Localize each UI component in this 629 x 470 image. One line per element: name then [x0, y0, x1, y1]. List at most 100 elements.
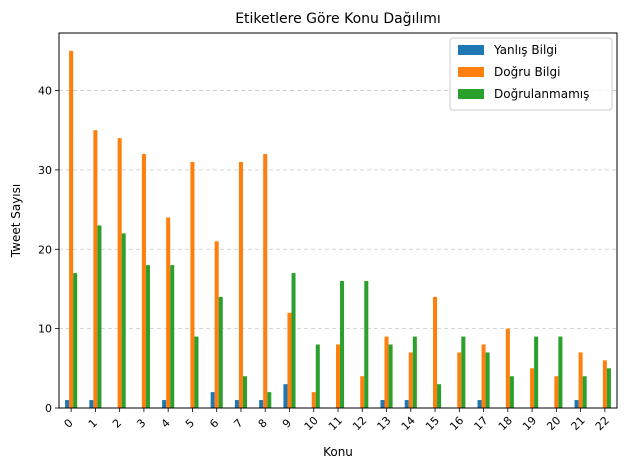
- bar-yanlis: [283, 384, 288, 408]
- bar-dogrulanmamis: [558, 336, 563, 408]
- bar-yanlis: [574, 400, 579, 408]
- bar-dogrulanmamis: [606, 368, 611, 408]
- legend-box: [449, 37, 613, 111]
- bar-dogru: [141, 154, 146, 408]
- bar-yanlis: [380, 400, 385, 408]
- y-tick-label: 40: [38, 85, 52, 98]
- bar-dogru: [287, 312, 292, 408]
- x-axis: 0 1 2 3 4 5 6 7 8 9 10 11 12 13 14 15 16 17 18 19 20 21 22: [62, 408, 612, 433]
- bar-yanlis: [404, 400, 409, 408]
- x-tick-label: 17: [472, 414, 491, 433]
- bar-dogru: [481, 344, 486, 408]
- legend-label: Doğru Bilgi: [494, 65, 560, 79]
- bar-yanlis: [210, 392, 215, 408]
- bar-dogru: [93, 130, 98, 408]
- bar-dogrulanmamis: [267, 392, 272, 408]
- bar-dogrulanmamis: [73, 273, 78, 408]
- legend-label: Doğrulanmamış: [494, 87, 589, 101]
- x-tick-label: 11: [326, 414, 345, 433]
- x-tick-label: 6: [207, 416, 221, 430]
- bar-dogrulanmamis: [97, 225, 102, 408]
- x-tick-label: 15: [423, 414, 442, 433]
- bar-dogrulanmamis: [437, 384, 442, 408]
- bar-dogrulanmamis: [485, 352, 490, 408]
- bar-dogru: [311, 392, 316, 408]
- bar-dogru: [602, 360, 607, 408]
- x-tick-label: 0: [62, 416, 76, 430]
- x-tick-label: 3: [134, 416, 148, 430]
- bar-dogru: [360, 376, 365, 408]
- bar-dogru: [530, 368, 535, 408]
- bar-dogrulanmamis: [509, 376, 514, 408]
- x-tick-label: 5: [183, 416, 197, 430]
- bar-dogru: [578, 352, 583, 408]
- bar-yanlis: [234, 400, 239, 408]
- legend-swatch: [458, 67, 484, 77]
- bar-dogru: [117, 138, 122, 408]
- x-axis-label: Konu: [323, 445, 353, 459]
- x-tick-label: 2: [110, 416, 124, 430]
- bar-dogru: [554, 376, 559, 408]
- bar-dogrulanmamis: [412, 336, 417, 408]
- x-tick-label: 22: [593, 414, 612, 433]
- x-tick-label: 1: [86, 416, 100, 430]
- bar-dogru: [457, 352, 462, 408]
- bar-dogrulanmamis: [218, 296, 223, 408]
- x-tick-label: 16: [447, 414, 466, 433]
- bar-dogru: [238, 161, 243, 408]
- bar-dogru: [433, 296, 438, 408]
- y-axis-label: Tweet Sayısı: [9, 184, 23, 258]
- bar-dogru: [263, 154, 268, 408]
- bar-yanlis: [162, 400, 167, 408]
- x-tick-label: 21: [569, 414, 588, 433]
- bar-dogru: [69, 50, 74, 408]
- x-tick-label: 18: [496, 414, 515, 433]
- bar-yanlis: [65, 400, 70, 408]
- x-tick-label: 8: [256, 416, 270, 430]
- legend: Yanlış Bilgi Doğru Bilgi Doğrulanmamış: [449, 37, 613, 111]
- bar-dogrulanmamis: [194, 336, 199, 408]
- bar-dogrulanmamis: [364, 281, 369, 408]
- legend-swatch: [458, 45, 484, 55]
- y-tick-label: 0: [45, 402, 52, 415]
- bar-dogru: [335, 344, 341, 408]
- bars-group: [65, 50, 611, 408]
- x-tick-label: 4: [159, 416, 173, 430]
- x-tick-label: 13: [375, 414, 394, 433]
- bar-yanlis: [259, 400, 264, 408]
- bar-dogrulanmamis: [340, 281, 345, 408]
- y-axis: 0 10 20 30 40: [38, 85, 59, 415]
- bar-dogrulanmamis: [242, 376, 248, 408]
- y-tick-label: 30: [38, 164, 52, 177]
- bar-dogrulanmamis: [461, 336, 466, 408]
- bar-dogrulanmamis: [534, 336, 539, 408]
- bar-dogru: [384, 336, 389, 408]
- x-tick-label: 7: [231, 416, 245, 430]
- bar-dogrulanmamis: [121, 233, 126, 408]
- bar-yanlis: [89, 400, 94, 408]
- x-tick-label: 10: [302, 414, 321, 433]
- bar-dogru: [408, 352, 413, 408]
- bar-dogrulanmamis: [170, 265, 175, 408]
- legend-swatch: [458, 89, 484, 99]
- y-tick-label: 20: [38, 243, 52, 256]
- bar-dogru: [214, 241, 219, 408]
- bar-dogru: [190, 161, 195, 408]
- bar-dogrulanmamis: [315, 344, 320, 408]
- bar-dogrulanmamis: [582, 376, 587, 408]
- bar-dogru: [166, 217, 171, 408]
- x-tick-label: 12: [350, 414, 369, 433]
- legend-label: Yanlış Bilgi: [493, 43, 557, 57]
- bar-dogrulanmamis: [388, 344, 393, 408]
- bar-yanlis: [477, 400, 482, 408]
- chart-title: Etiketlere Göre Konu Dağılımı: [235, 11, 441, 27]
- x-tick-label: 9: [280, 416, 294, 430]
- bar-dogru: [505, 328, 510, 408]
- x-tick-label: 19: [520, 414, 539, 433]
- x-tick-label: 20: [544, 414, 563, 433]
- bar-dogrulanmamis: [291, 273, 296, 408]
- x-tick-label: 14: [399, 414, 418, 433]
- y-tick-label: 10: [38, 323, 52, 336]
- bar-dogrulanmamis: [145, 265, 150, 408]
